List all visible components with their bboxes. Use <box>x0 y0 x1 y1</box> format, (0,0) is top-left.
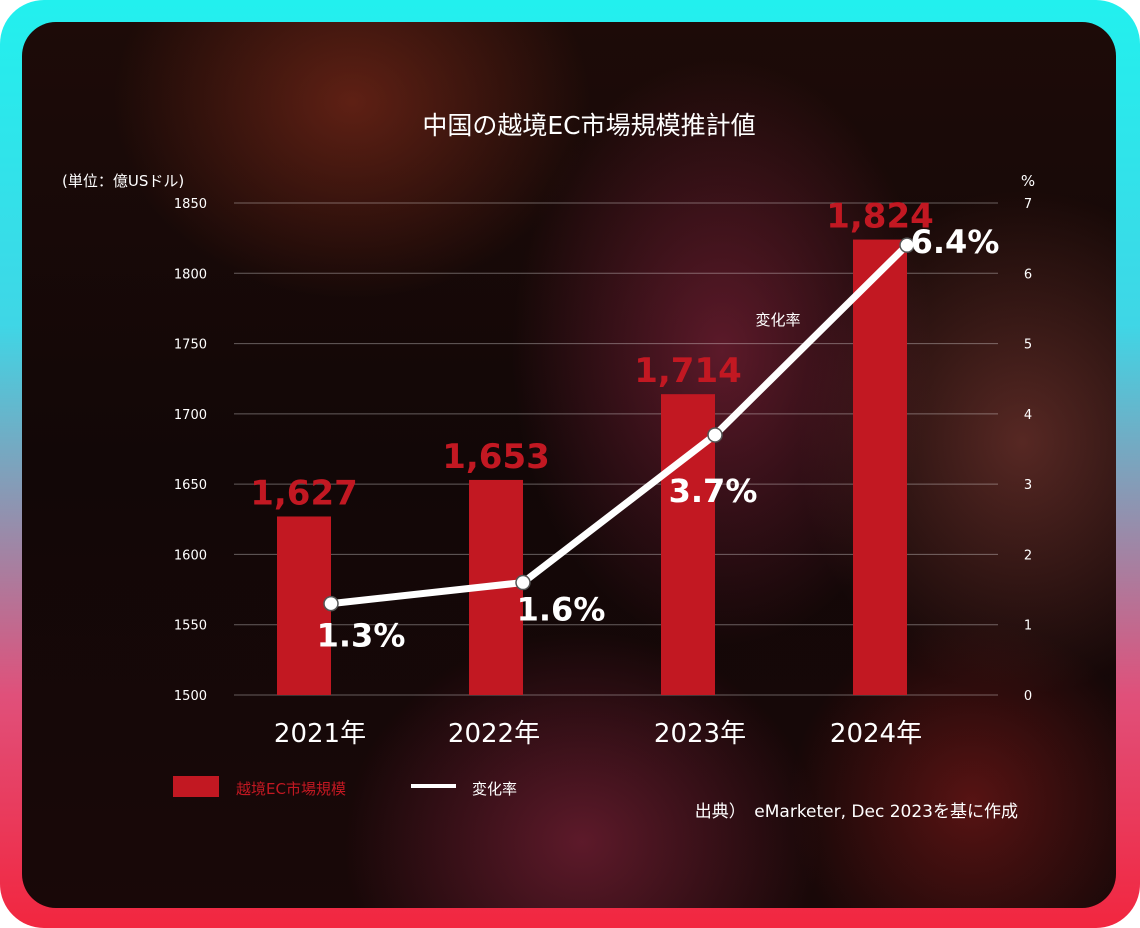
line-series: 1.3% 1.6% 3.7% 6.4% <box>317 223 1000 654</box>
y2-tick-label-1: 1 <box>1024 619 1032 634</box>
y2-tick-label-4: 4 <box>1024 408 1032 423</box>
y2-axis: 0 1 2 3 4 5 6 7 <box>1024 197 1032 704</box>
rate-label-0: 1.3% <box>317 617 406 655</box>
y-tick-label-2: 1600 <box>174 548 207 563</box>
bar-value-label-2: 1,714 <box>634 351 742 391</box>
y2-tick-label-3: 3 <box>1024 478 1032 493</box>
bar-2024年 <box>853 239 907 695</box>
legend-bar-label: 越境EC市場規模 <box>236 780 346 798</box>
x-tick-label-0: 2021年 <box>274 719 366 749</box>
y-tick-label-7: 1850 <box>174 197 207 212</box>
y-tick-label-3: 1650 <box>174 478 207 493</box>
rate-point-3 <box>899 237 915 253</box>
bar-2021年 <box>277 516 331 695</box>
bar-value-label-0: 1,627 <box>250 473 358 513</box>
y2-tick-label-0: 0 <box>1024 689 1032 704</box>
y2-axis-label: % <box>1021 172 1035 190</box>
y-tick-label-5: 1750 <box>174 338 207 353</box>
legend-bar-swatch <box>173 776 219 797</box>
bar-value-label-3: 1,824 <box>826 197 934 237</box>
bar-value-label-1: 1,653 <box>442 437 550 477</box>
y-tick-label-4: 1700 <box>174 408 207 423</box>
chart: 中国の越境EC市場規模推計値 (単位：億USドル) % 150015501600… <box>62 111 1035 822</box>
rate-label-3: 6.4% <box>911 223 1000 261</box>
source-note: 出典） eMarketer, Dec 2023を基に作成 <box>695 802 1018 822</box>
legend: 越境EC市場規模 変化率 <box>173 776 517 798</box>
y2-tick-label-6: 6 <box>1024 267 1032 282</box>
y2-tick-label-7: 7 <box>1024 197 1032 212</box>
y-tick-label-6: 1800 <box>174 267 207 282</box>
rate-label-2: 3.7% <box>669 472 758 510</box>
x-tick-label-3: 2024年 <box>830 719 922 749</box>
y2-tick-label-5: 5 <box>1024 338 1032 353</box>
x-axis: 2021年 2022年 2023年 2024年 <box>274 719 922 749</box>
chart-card: 中国の越境EC市場規模推計値 (単位：億USドル) % 1500 1550 1600… <box>22 22 1116 908</box>
x-tick-label-1: 2022年 <box>448 719 540 749</box>
bar-value-labels: 1,627 1,653 1,714 1,824 <box>250 197 934 514</box>
rate-point-2 <box>707 427 723 443</box>
y-axis: 1500 1550 1600 1650 1700 1750 1800 1850 <box>174 197 207 704</box>
y-tick-label-0: 1500 <box>174 689 207 704</box>
rate-label-1: 1.6% <box>517 591 606 629</box>
chart-title: 中国の越境EC市場規模推計値 <box>422 111 755 140</box>
x-tick-label-2: 2023年 <box>654 719 746 749</box>
rate-point-0 <box>323 595 339 612</box>
rate-point-1 <box>515 574 531 591</box>
y2-tick-label-2: 2 <box>1024 548 1032 563</box>
y-axis-label: (単位：億USドル) <box>62 172 184 190</box>
y-tick-label-1: 1550 <box>174 619 207 634</box>
grid <box>234 202 998 696</box>
rate-line <box>327 241 911 608</box>
legend-line-label: 変化率 <box>472 780 517 798</box>
line-annotation: 変化率 <box>755 311 800 329</box>
